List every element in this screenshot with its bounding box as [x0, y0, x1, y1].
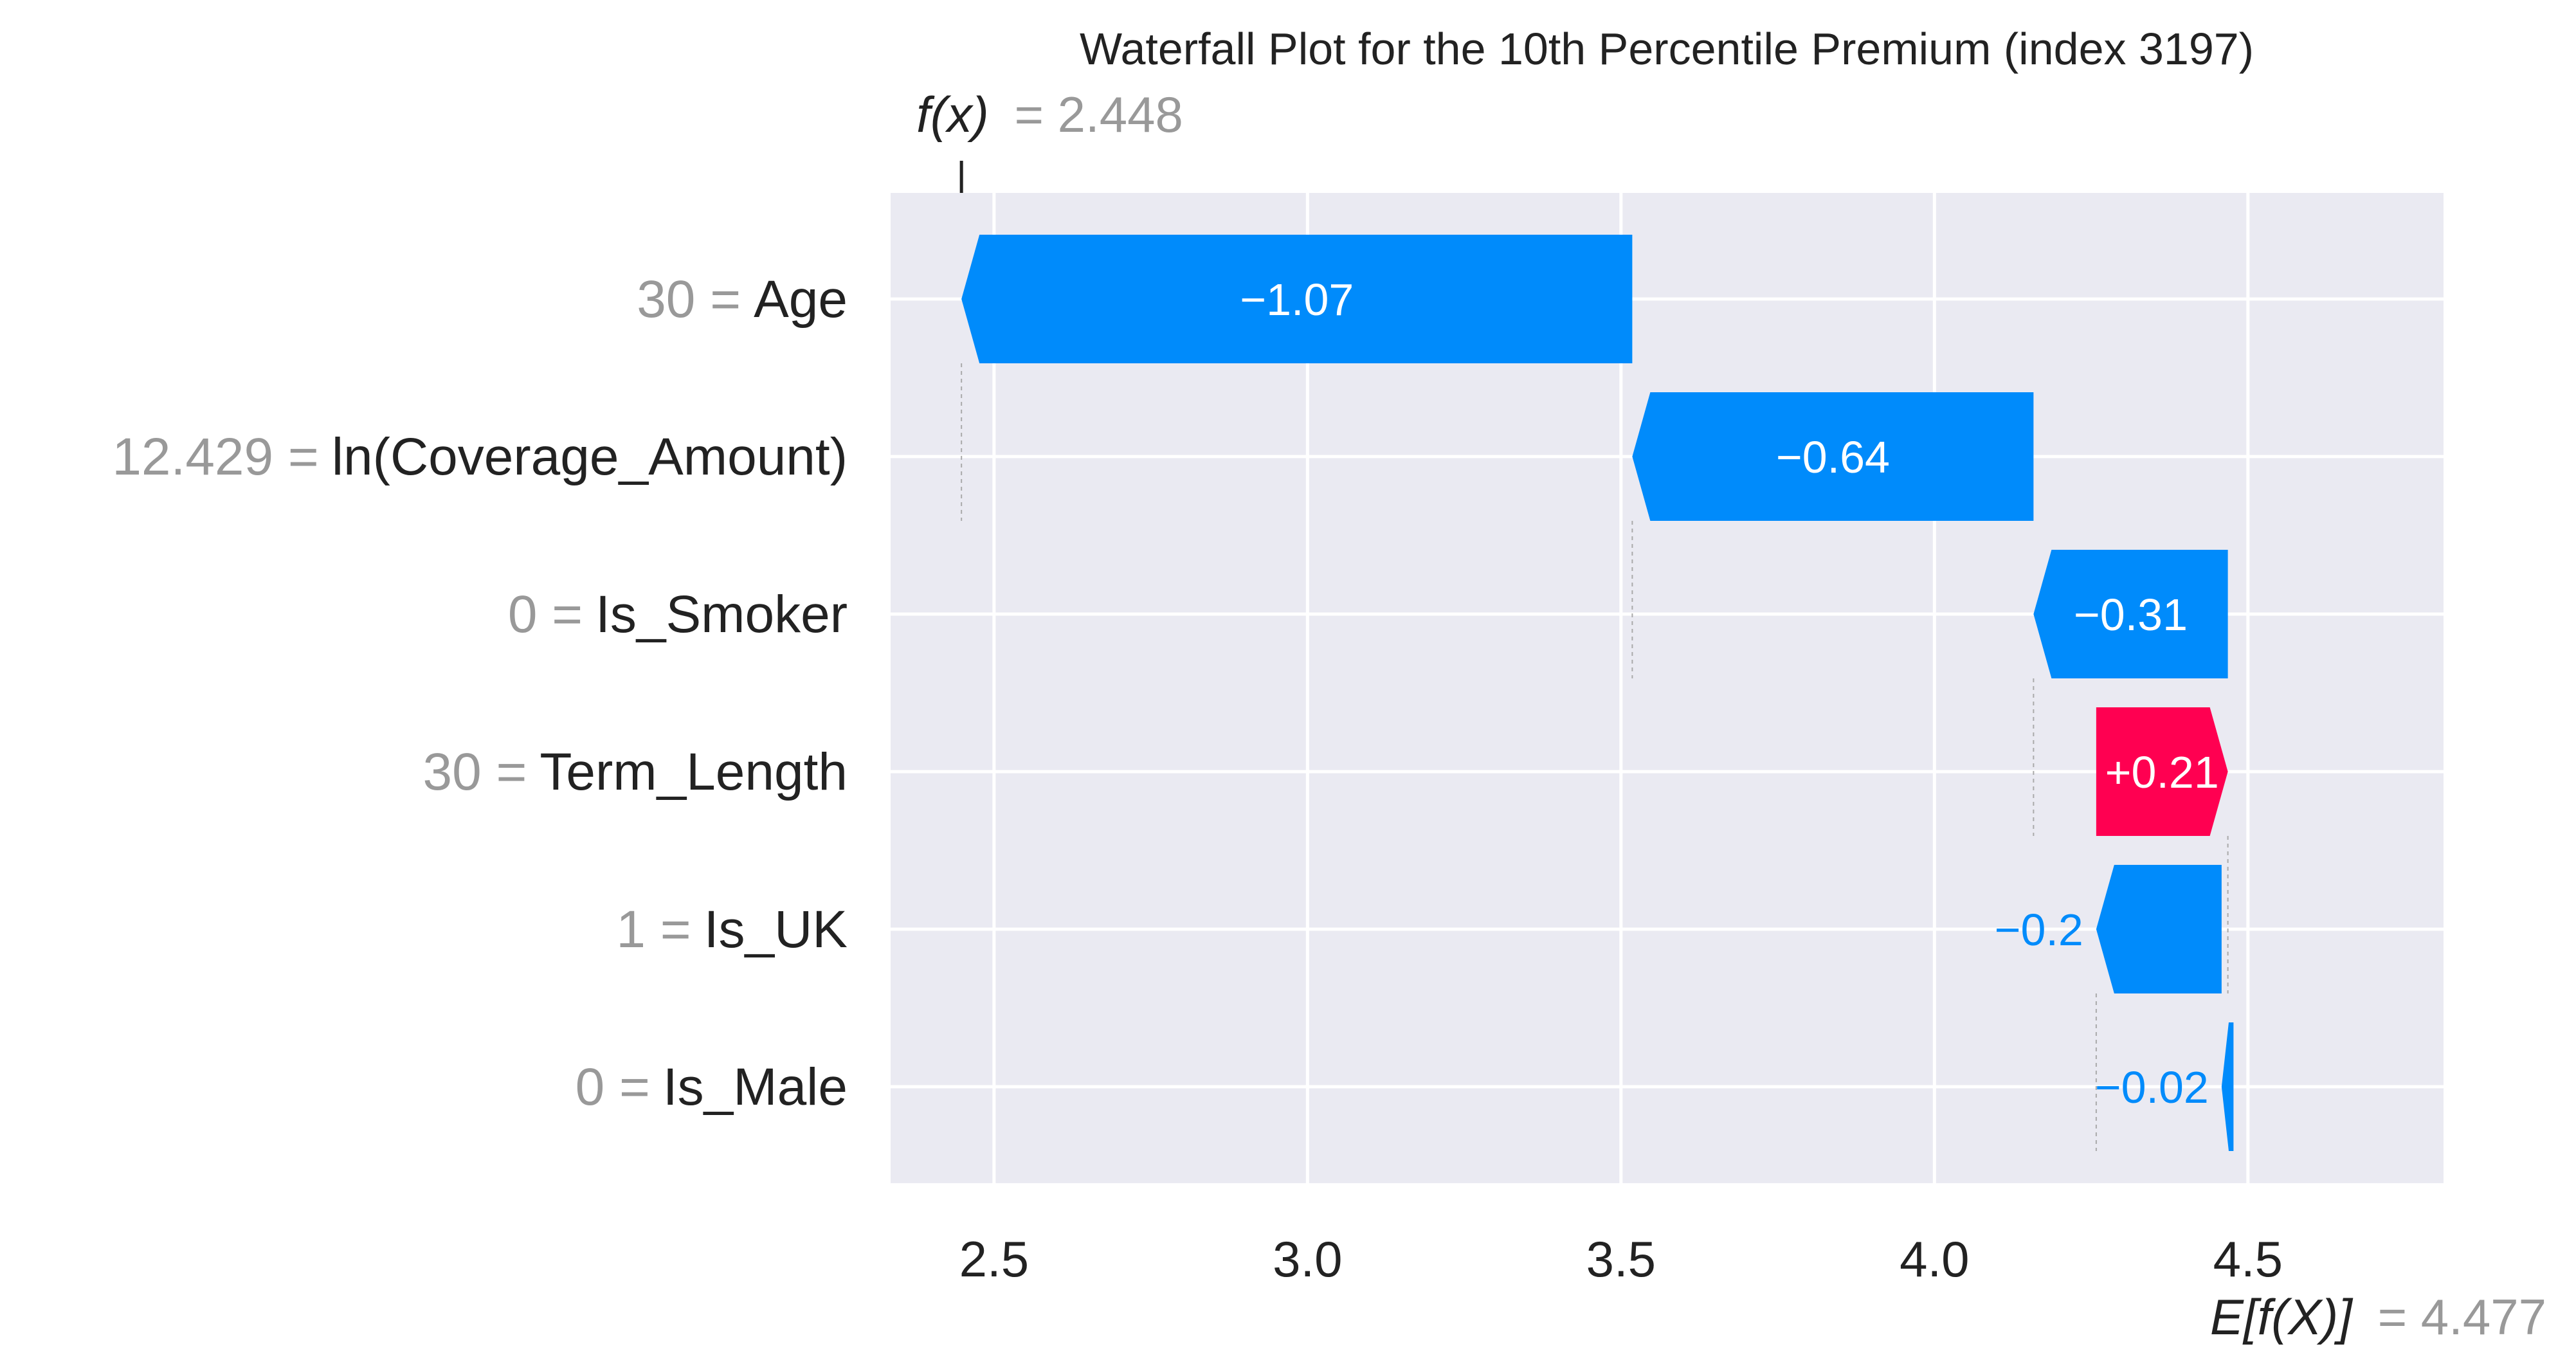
x-tick-label: 2.5 [959, 1231, 1029, 1287]
feature-value: 30 = [637, 270, 741, 329]
bar-value-label: −0.31 [2074, 590, 2188, 640]
x-tick-label: 3.0 [1273, 1231, 1342, 1287]
feature-name: Age [754, 270, 848, 329]
x-tick-label: 4.5 [2213, 1231, 2283, 1287]
feature-name: Term_Length [540, 743, 848, 801]
bar-ln-coverage-amount- [1632, 392, 2034, 521]
y-label: 0 = Is_Smoker [508, 585, 848, 644]
feature-value: 12.429 = [112, 428, 318, 486]
feature-value: 30 = [422, 743, 527, 801]
bars [961, 235, 2234, 1151]
y-label: 0 = Is_Male [576, 1058, 848, 1116]
feature-value: 1 = [616, 900, 691, 959]
feature-name: Is_Smoker [595, 585, 848, 644]
fx-value: = 2.448 [1014, 86, 1183, 143]
y-label: 30 = Age [637, 270, 848, 329]
feature-name: ln(Coverage_Amount) [332, 428, 848, 486]
x-ticks: 2.5 3.0 3.5 4.0 4.5 [959, 1231, 2283, 1287]
bar-value-label: −0.02 [2095, 1062, 2209, 1112]
fx-label: f(x) [916, 86, 989, 143]
bar-is-uk [2096, 865, 2222, 993]
bar-value-label: −1.07 [1240, 275, 1354, 325]
feature-value: 0 = [508, 585, 583, 644]
bar-value-label: −0.2 [1995, 905, 2083, 955]
chart-title: Waterfall Plot for the 10th Percentile P… [1080, 24, 2254, 74]
fx-annotation: f(x) = 2.448 [916, 86, 1183, 143]
x-tick-label: 3.5 [1586, 1231, 1656, 1287]
feature-value: 0 = [576, 1058, 650, 1116]
ex-label: E[f(X)] [2210, 1289, 2354, 1345]
feature-name: Is_Male [663, 1058, 848, 1116]
y-label: 1 = Is_UK [616, 900, 848, 959]
bar-is-male [2221, 1022, 2234, 1151]
connectors [961, 363, 2229, 1151]
y-label: 30 = Term_Length [422, 743, 848, 801]
x-tick-label: 4.0 [1900, 1231, 1969, 1287]
bar-is-smoker [2033, 550, 2228, 678]
bar-value-label: +0.21 [2105, 747, 2219, 797]
ex-annotation: E[f(X)] = 4.477 [2210, 1289, 2546, 1345]
bar-age [961, 235, 1633, 363]
feature-name: Is_UK [704, 900, 848, 959]
y-label: 12.429 = ln(Coverage_Amount) [112, 428, 848, 486]
ex-value: = 4.477 [2378, 1289, 2546, 1345]
bar-value-label: −0.64 [1776, 432, 1890, 482]
bar-labels: −1.07 −0.64 −0.31 +0.21 −0.2 −0.02 [1240, 275, 2219, 1112]
bar-term-length [2096, 707, 2228, 836]
